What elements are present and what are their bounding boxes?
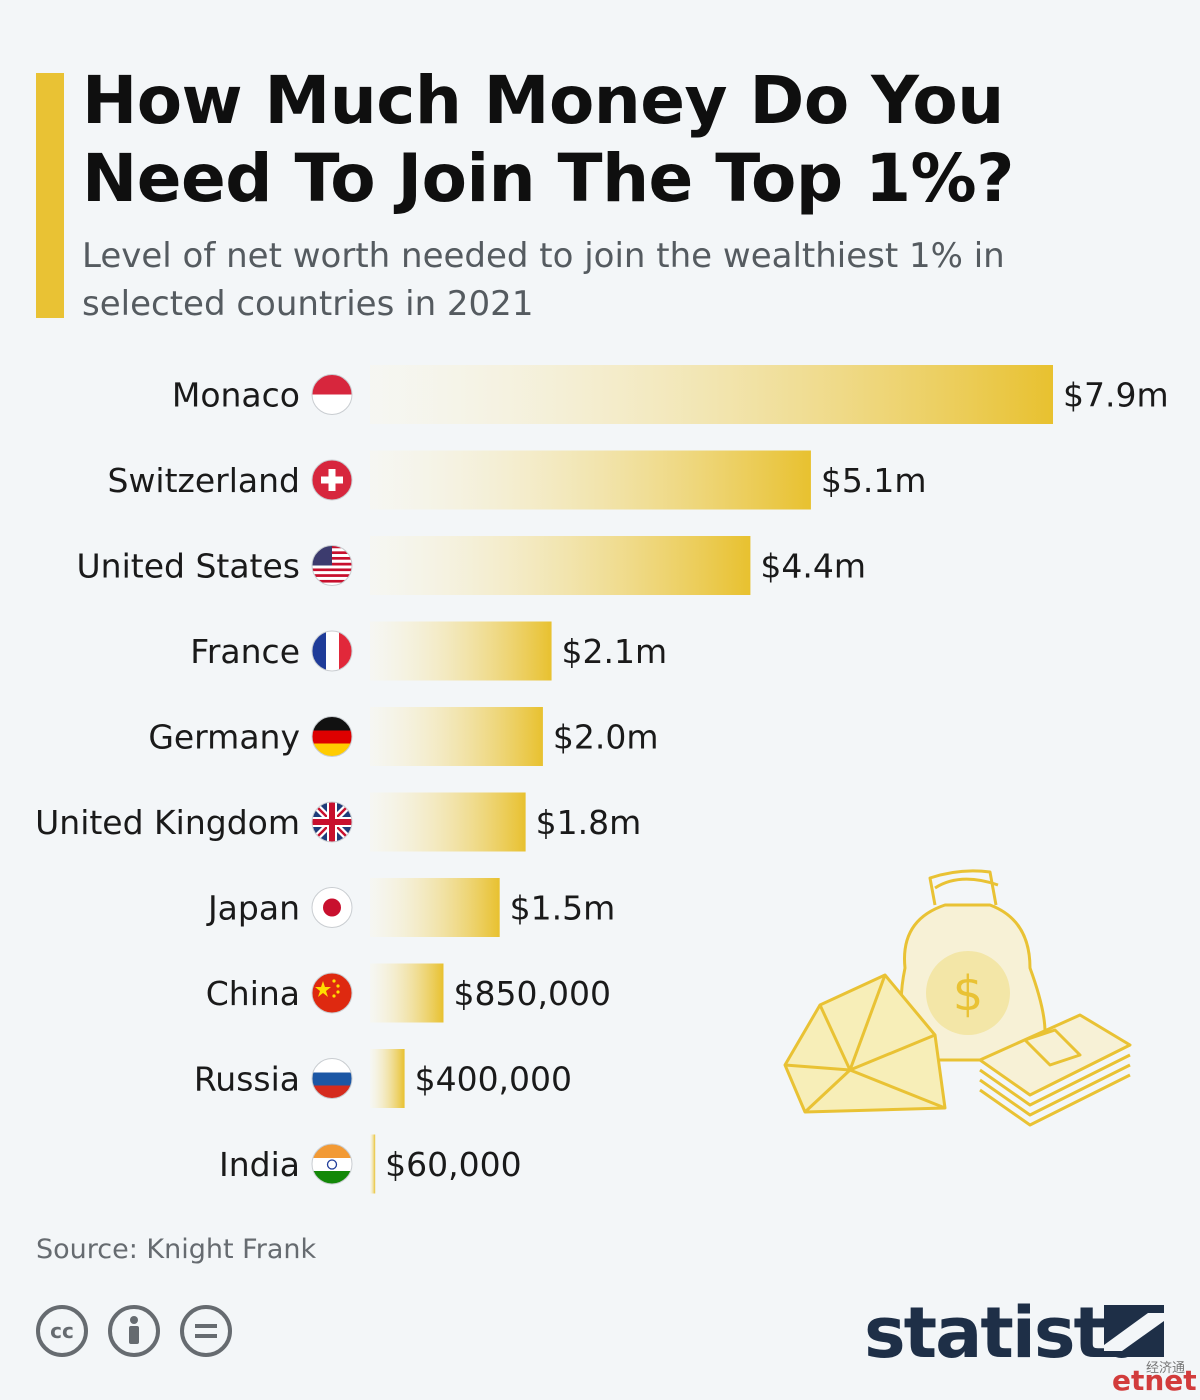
title-accent-bar <box>36 73 64 318</box>
category-label: France <box>190 632 300 671</box>
category-label: India <box>219 1145 300 1184</box>
switzerland-flag-icon <box>311 459 353 501</box>
bar-monaco <box>370 365 1053 424</box>
bar-china <box>370 963 444 1023</box>
etnet-watermark: etnet <box>1112 1364 1197 1397</box>
bar-france <box>370 621 552 681</box>
value-label: $5.1m <box>821 461 927 500</box>
value-label: $400,000 <box>415 1060 572 1099</box>
statista-mark-icon <box>1104 1305 1164 1357</box>
category-label: Japan <box>206 889 300 928</box>
chart-title: How Much Money Do You Need To Join The T… <box>82 62 1014 217</box>
value-label: $2.1m <box>562 632 668 671</box>
attribution-icon[interactable] <box>108 1305 160 1357</box>
etnet-watermark-cn: 经济通 <box>1146 1361 1186 1376</box>
diamond-icon <box>783 973 947 1114</box>
monaco-flag-icon <box>311 374 353 415</box>
bar-switzerland <box>370 450 811 510</box>
value-label: $7.9m <box>1063 376 1169 415</box>
india-flag-icon <box>311 1143 353 1185</box>
no-derivatives-icon[interactable] <box>180 1305 232 1357</box>
cc-icon[interactable]: cc <box>36 1305 88 1357</box>
source-note: Source: Knight Frank <box>36 1234 317 1265</box>
category-label: Monaco <box>172 376 300 415</box>
bar-japan <box>370 878 500 937</box>
value-label: $1.8m <box>536 803 642 842</box>
bar-russia <box>370 1049 405 1108</box>
united-states-flag-icon <box>311 545 353 586</box>
svg-text:cc: cc <box>50 1319 74 1343</box>
value-label: $1.5m <box>510 889 616 928</box>
svg-text:$: $ <box>953 966 984 1022</box>
japan-flag-icon <box>311 887 353 928</box>
value-label: $4.4m <box>760 547 866 586</box>
category-label: China <box>206 974 300 1013</box>
value-label: $60,000 <box>385 1145 521 1184</box>
bar-united-kingdom <box>370 792 526 852</box>
value-label: $2.0m <box>553 718 659 757</box>
bar-germany <box>370 707 543 766</box>
chart-subtitle: Level of net worth needed to join the we… <box>82 236 1005 324</box>
bar-india <box>370 1134 376 1194</box>
category-label: Russia <box>194 1060 300 1099</box>
germany-flag-icon <box>311 716 353 757</box>
china-flag-icon <box>311 972 353 1014</box>
bar-united-states <box>370 536 751 595</box>
value-label: $850,000 <box>453 974 610 1013</box>
category-label: Switzerland <box>108 461 301 500</box>
category-label: Germany <box>148 718 300 757</box>
money-bag-icon: $ <box>899 869 1047 1062</box>
money-illustration: $ <box>783 869 1132 1127</box>
bar-chart: Monaco $7.9m Switzerland $5.1m United States… <box>35 365 1169 1194</box>
russia-flag-icon <box>311 1058 353 1099</box>
category-label: United States <box>77 547 300 586</box>
category-label: United Kingdom <box>35 803 300 842</box>
france-flag-icon <box>311 630 353 672</box>
united-kingdom-flag-icon <box>311 801 353 843</box>
cash-stack-icon <box>978 1013 1132 1127</box>
